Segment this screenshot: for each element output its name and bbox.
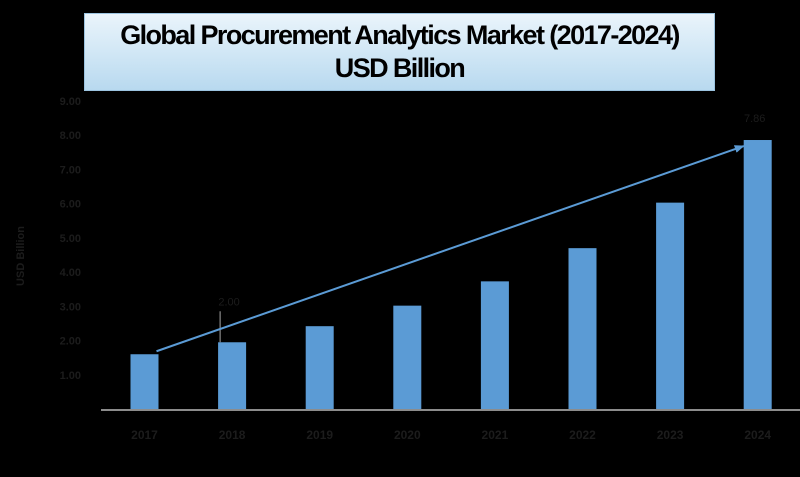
y-tick-label: 9.00 <box>60 96 81 108</box>
y-tick-label: 5.00 <box>60 233 81 245</box>
y-tick-label: 7.00 <box>60 164 81 176</box>
bar <box>218 342 247 409</box>
chart-title-box: Global Procurement Analytics Market (201… <box>84 13 715 91</box>
y-tick-label: 1.00 <box>60 370 81 382</box>
x-axis-ticks: 2017 2018 2019 2020 2021 2022 2023 2024 <box>131 428 771 442</box>
x-tick-label: 2022 <box>569 428 596 442</box>
bar <box>743 140 772 409</box>
data-labels: 2.00 7.86 <box>218 113 765 343</box>
y-tick-label: 8.00 <box>60 130 81 142</box>
y-tick-label: 2.00 <box>60 336 81 348</box>
y-tick-label: 6.00 <box>60 199 81 211</box>
y-tick-label: 4.00 <box>60 267 81 279</box>
x-tick-label: 2023 <box>657 428 684 442</box>
x-tick-label: 2021 <box>482 428 509 442</box>
bar <box>480 281 509 409</box>
x-tick-label: 2019 <box>306 428 333 442</box>
x-tick-label: 2024 <box>744 428 771 442</box>
x-tick-label: 2017 <box>131 428 158 442</box>
y-tick-label: 3.00 <box>60 301 81 313</box>
bar <box>568 248 597 409</box>
chart-title: Global Procurement Analytics Market (201… <box>120 20 680 50</box>
y-axis-label: USD Billion <box>15 226 27 286</box>
bar <box>656 202 685 409</box>
data-label: 2.00 <box>218 296 239 308</box>
bar <box>305 326 334 409</box>
bar <box>130 354 159 409</box>
chart-subtitle: USD Billion <box>334 53 466 83</box>
data-label: 7.86 <box>744 113 765 125</box>
x-tick-label: 2020 <box>394 428 421 442</box>
x-tick-label: 2018 <box>219 428 246 442</box>
y-axis-ticks: 1.00 2.00 3.00 4.00 5.00 6.00 7.00 8.00 9.00 <box>60 96 81 382</box>
bar <box>393 305 422 409</box>
bar-series <box>130 140 772 409</box>
trend-arrow <box>156 145 745 353</box>
